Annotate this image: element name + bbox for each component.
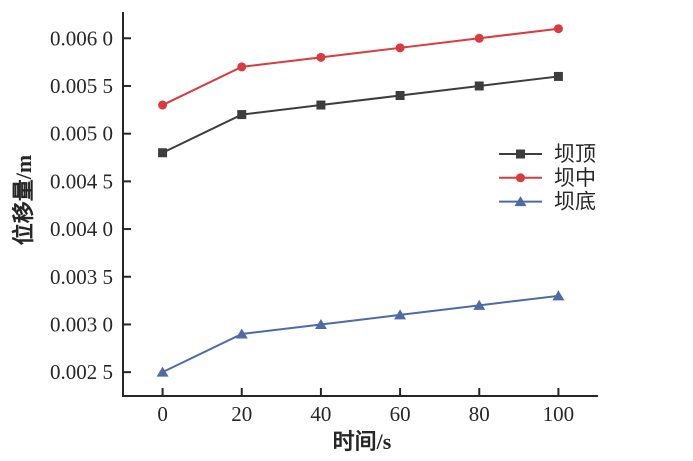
series-marker xyxy=(394,309,407,320)
series-marker xyxy=(235,328,248,339)
x-axis-title: 时间/s xyxy=(333,429,392,454)
x-tick-label: 80 xyxy=(469,402,490,426)
series-marker xyxy=(473,299,486,310)
y-tick-label: 0.004 5 xyxy=(50,169,113,193)
series-marker xyxy=(158,148,168,158)
series-marker xyxy=(316,52,326,62)
y-tick-label: 0.005 0 xyxy=(50,122,113,146)
series-marker xyxy=(553,24,563,34)
y-tick-label: 0.005 5 xyxy=(50,74,113,98)
series-marker xyxy=(552,290,565,301)
legend-label: 坝中 xyxy=(554,166,596,190)
y-tick-label: 0.003 5 xyxy=(50,265,113,289)
series-marker xyxy=(316,100,326,110)
y-tick-label: 0.006 0 xyxy=(50,26,113,50)
x-ticks: 0 20 40 60 80 100 xyxy=(157,388,574,426)
series-layer xyxy=(156,24,565,377)
series-line xyxy=(162,27,559,106)
x-tick-label: 100 xyxy=(543,402,575,426)
x-tick-label: 60 xyxy=(390,402,411,426)
series-marker xyxy=(474,33,484,43)
series-line xyxy=(162,294,559,374)
y-tick-label: 0.002 5 xyxy=(50,360,113,384)
y-tick-label: 0.003 0 xyxy=(50,312,113,336)
legend-item-2: 坝中 xyxy=(499,166,596,190)
series-marker xyxy=(237,62,247,72)
series-marker xyxy=(237,110,247,120)
series-marker xyxy=(395,43,405,53)
x-tick-label: 0 xyxy=(157,402,168,426)
legend-item-3: 坝底 xyxy=(499,190,596,214)
series-marker xyxy=(395,91,405,101)
y-tick-label: 0.004 0 xyxy=(50,217,113,241)
y-axis-title: 位移量/m xyxy=(11,155,36,245)
series-marker xyxy=(158,100,168,110)
axes: 0.002 5 0.003 0 0.003 5 0.004 0 0.004 5 0.005… xyxy=(50,12,598,426)
x-tick-label: 40 xyxy=(310,402,331,426)
series-marker xyxy=(314,318,327,329)
series-1 xyxy=(158,71,563,158)
legend-marker xyxy=(516,173,525,183)
series-marker xyxy=(156,366,169,377)
series-3 xyxy=(156,290,565,377)
series-line xyxy=(162,75,559,154)
series-2 xyxy=(158,24,563,110)
legend-marker xyxy=(514,196,527,207)
y-ticks: 0.002 5 0.003 0 0.003 5 0.004 0 0.004 5 0.005… xyxy=(50,26,131,384)
legend-marker xyxy=(516,149,525,159)
x-tick-label: 20 xyxy=(231,402,252,426)
legend-item-1: 坝顶 xyxy=(499,142,596,166)
legend-label: 坝底 xyxy=(554,190,596,214)
series-marker xyxy=(553,71,563,81)
series-marker xyxy=(474,81,484,91)
legend-label: 坝顶 xyxy=(554,142,596,166)
